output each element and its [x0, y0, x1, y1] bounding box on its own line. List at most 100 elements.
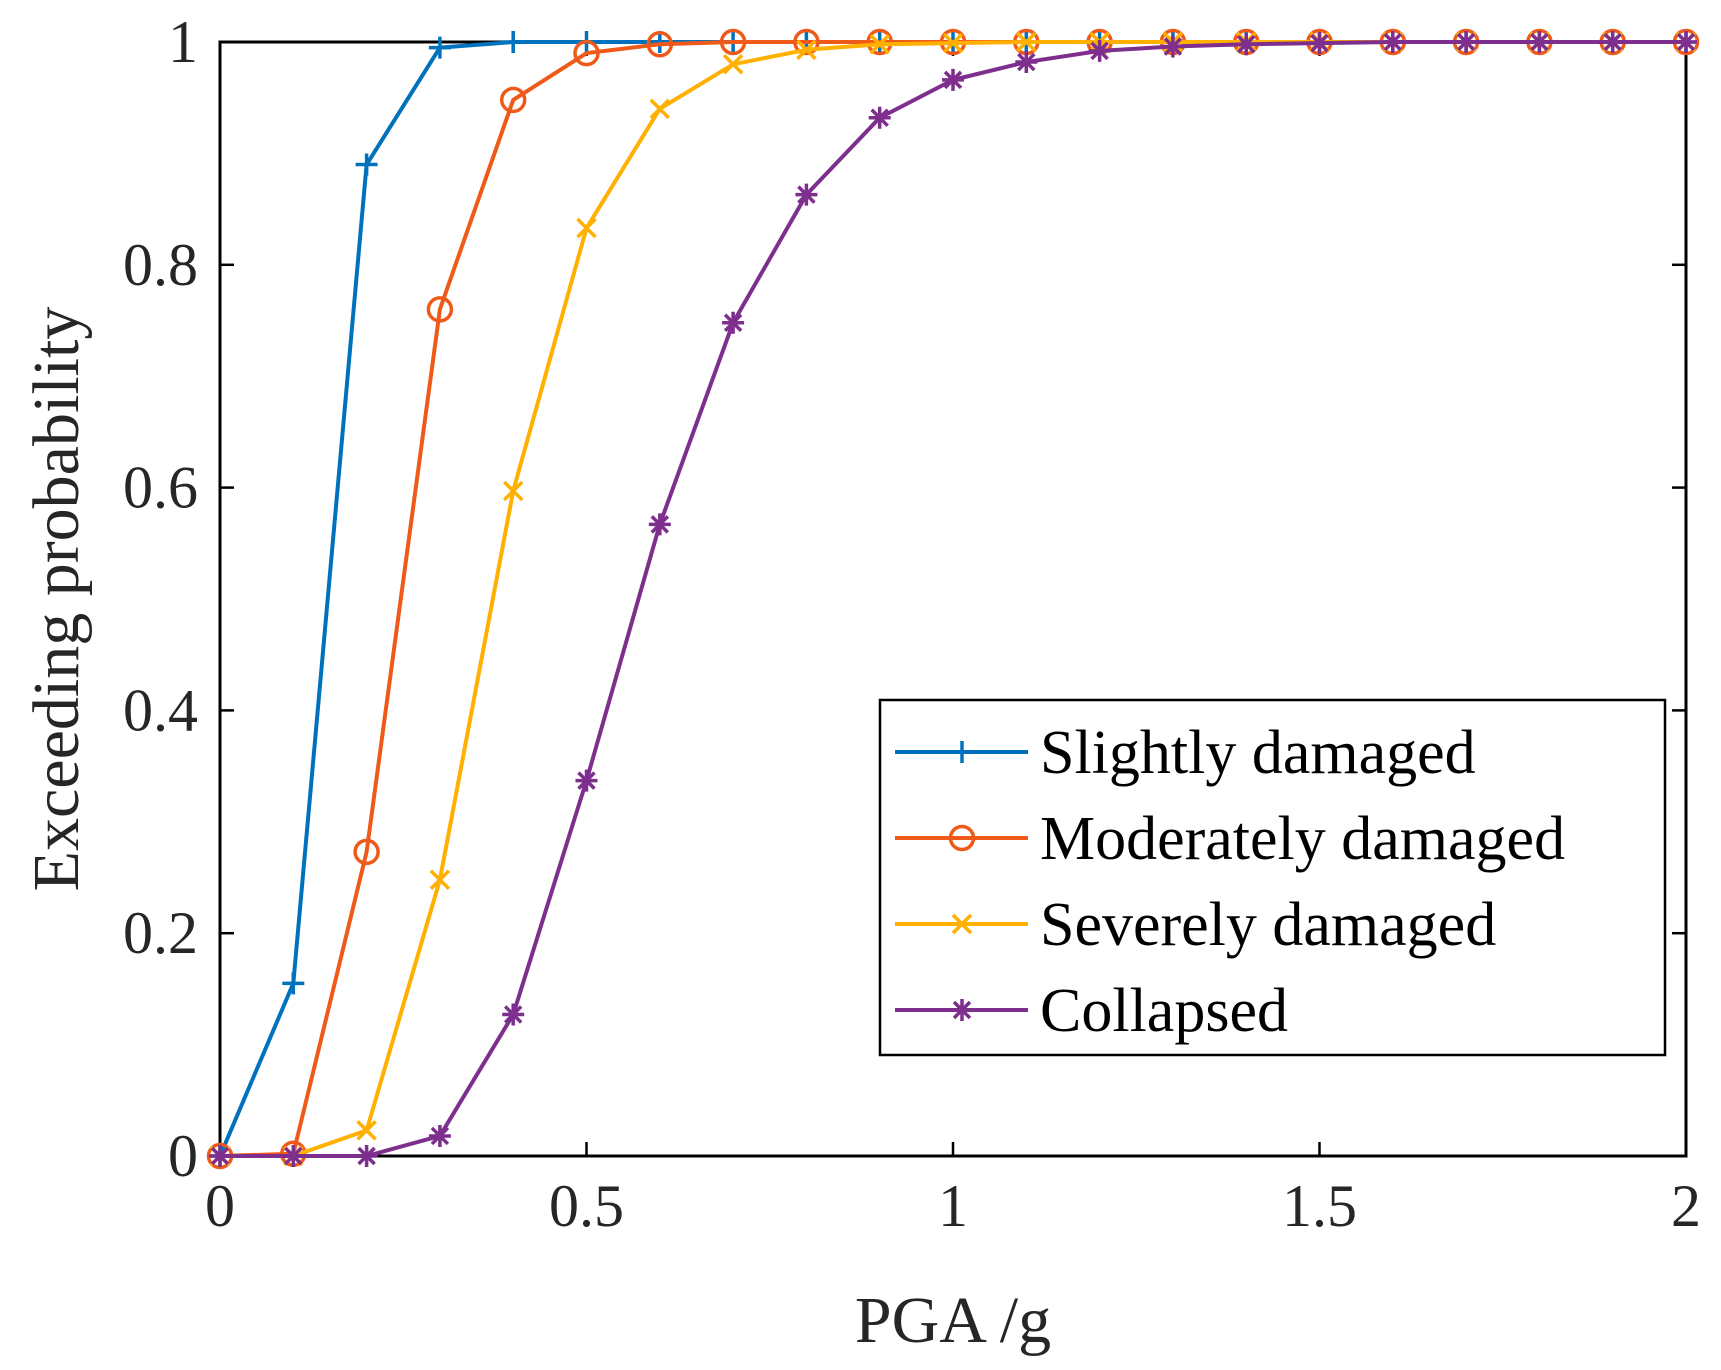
data-point — [428, 36, 451, 59]
data-point — [942, 68, 964, 91]
marker-shape — [575, 769, 598, 792]
marker-shape — [648, 513, 671, 536]
legend-entry: Collapsed — [895, 977, 1288, 1045]
x-tick-label: 0 — [205, 1173, 235, 1239]
y-tick-label: 1 — [168, 9, 198, 75]
marker-shape — [573, 39, 600, 67]
marker-shape — [719, 28, 747, 56]
x-tick-label: 2 — [1671, 1173, 1701, 1239]
data-point — [1675, 31, 1697, 53]
marker-shape — [502, 1003, 525, 1026]
legend-entry: Slightly damaged — [895, 719, 1476, 787]
marker-shape — [796, 39, 817, 61]
data-point — [426, 296, 454, 323]
legend-label: Collapsed — [1040, 977, 1288, 1045]
data-point — [1455, 31, 1478, 53]
legend-marker — [951, 913, 973, 935]
marker-shape — [868, 106, 891, 129]
marker-shape — [1016, 31, 1037, 53]
marker-shape — [722, 54, 744, 75]
data-point — [795, 183, 818, 206]
marker-shape — [428, 36, 451, 59]
x-axis-title: PGA /g — [855, 1284, 1051, 1357]
data-point — [576, 217, 597, 239]
data-point — [1381, 31, 1404, 53]
marker-shape — [1675, 31, 1697, 53]
data-point — [1308, 32, 1331, 55]
data-point — [869, 33, 890, 55]
data-point — [502, 31, 525, 53]
marker-shape — [1381, 31, 1404, 53]
data-point — [1088, 39, 1111, 62]
data-point — [1161, 35, 1184, 58]
marker-shape — [1308, 32, 1331, 55]
data-point — [646, 30, 674, 58]
data-point — [942, 32, 964, 54]
marker-shape — [948, 824, 976, 852]
data-point — [429, 869, 451, 890]
marker-shape — [869, 33, 890, 55]
legend-marker — [948, 824, 976, 852]
data-point — [502, 1003, 525, 1026]
legend-entry: Moderately damaged — [895, 805, 1565, 873]
data-point — [428, 1124, 451, 1147]
marker-shape — [866, 28, 893, 56]
data-point — [722, 311, 745, 334]
marker-shape — [942, 68, 964, 91]
marker-shape — [353, 838, 380, 866]
legend-label: Moderately damaged — [1040, 805, 1565, 873]
data-point — [722, 54, 744, 75]
data-point — [573, 39, 600, 67]
marker-shape — [355, 153, 378, 176]
data-point — [1235, 33, 1258, 56]
y-tick-label: 0.4 — [123, 677, 198, 743]
marker-shape — [722, 311, 745, 334]
data-point — [793, 28, 820, 56]
marker-shape — [209, 1145, 231, 1167]
data-point — [1528, 31, 1551, 53]
data-point — [796, 39, 817, 61]
data-point — [648, 513, 671, 536]
marker-shape — [951, 913, 973, 935]
legend-label: Severely damaged — [1040, 891, 1496, 959]
data-point — [356, 1120, 377, 1141]
marker-shape — [428, 1124, 451, 1147]
marker-shape — [1161, 35, 1184, 58]
data-point — [353, 838, 380, 866]
legend-label: Slightly damaged — [1040, 719, 1476, 787]
marker-shape — [795, 183, 818, 206]
y-tick-label: 0 — [168, 1123, 198, 1189]
series-collapsed — [209, 31, 1697, 1167]
marker-shape — [355, 1145, 378, 1167]
marker-shape — [649, 98, 671, 120]
legend-marker — [951, 999, 973, 1021]
data-point — [355, 1145, 378, 1167]
data-point — [209, 1145, 231, 1167]
legend-entry: Severely damaged — [895, 891, 1496, 959]
marker-shape — [429, 869, 451, 890]
marker-shape — [942, 32, 964, 54]
data-point — [355, 153, 378, 176]
data-point — [1016, 31, 1037, 53]
marker-shape — [648, 31, 671, 53]
marker-shape — [1235, 33, 1258, 56]
data-point — [648, 31, 671, 53]
marker-shape — [1088, 39, 1111, 62]
y-axis-title: Exceeding probability — [20, 307, 93, 892]
y-tick-label: 0.6 — [123, 455, 198, 521]
marker-shape — [951, 741, 973, 763]
data-point — [499, 86, 527, 114]
legend-marker — [951, 741, 973, 763]
data-point — [1015, 51, 1038, 74]
marker-shape — [793, 28, 820, 56]
data-point — [282, 972, 305, 995]
data-point — [1601, 31, 1624, 53]
marker-shape — [499, 86, 527, 114]
legend-box — [878, 698, 1667, 1057]
marker-shape — [646, 30, 674, 58]
series-layer — [206, 28, 1700, 1170]
axes: 0 0.5 1 1.5 2 0 0.2 0.4 0.6 0.8 1 — [123, 9, 1701, 1239]
x-tick-label: 1.5 — [1282, 1173, 1357, 1239]
